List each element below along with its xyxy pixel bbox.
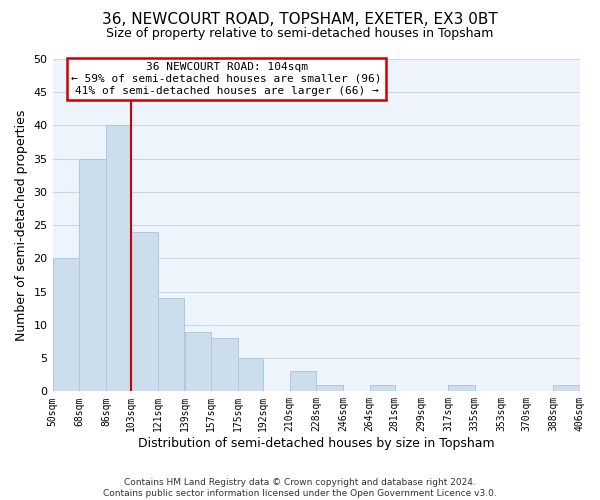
Text: Size of property relative to semi-detached houses in Topsham: Size of property relative to semi-detach… bbox=[106, 28, 494, 40]
Bar bbox=[106, 126, 131, 392]
Text: 36 NEWCOURT ROAD: 104sqm
← 59% of semi-detached houses are smaller (96)
41% of s: 36 NEWCOURT ROAD: 104sqm ← 59% of semi-d… bbox=[71, 62, 382, 96]
Bar bbox=[158, 298, 184, 392]
Bar bbox=[553, 384, 580, 392]
X-axis label: Distribution of semi-detached houses by size in Topsham: Distribution of semi-detached houses by … bbox=[138, 437, 494, 450]
Bar bbox=[448, 384, 475, 392]
Bar bbox=[316, 384, 343, 392]
Bar bbox=[211, 338, 238, 392]
Y-axis label: Number of semi-detached properties: Number of semi-detached properties bbox=[15, 110, 28, 341]
Bar bbox=[185, 332, 211, 392]
Bar bbox=[53, 258, 79, 392]
Bar bbox=[370, 384, 395, 392]
Text: 36, NEWCOURT ROAD, TOPSHAM, EXETER, EX3 0BT: 36, NEWCOURT ROAD, TOPSHAM, EXETER, EX3 … bbox=[102, 12, 498, 28]
Bar bbox=[290, 372, 316, 392]
Bar bbox=[79, 158, 106, 392]
Bar bbox=[238, 358, 263, 392]
Text: Contains HM Land Registry data © Crown copyright and database right 2024.
Contai: Contains HM Land Registry data © Crown c… bbox=[103, 478, 497, 498]
Bar bbox=[131, 232, 158, 392]
